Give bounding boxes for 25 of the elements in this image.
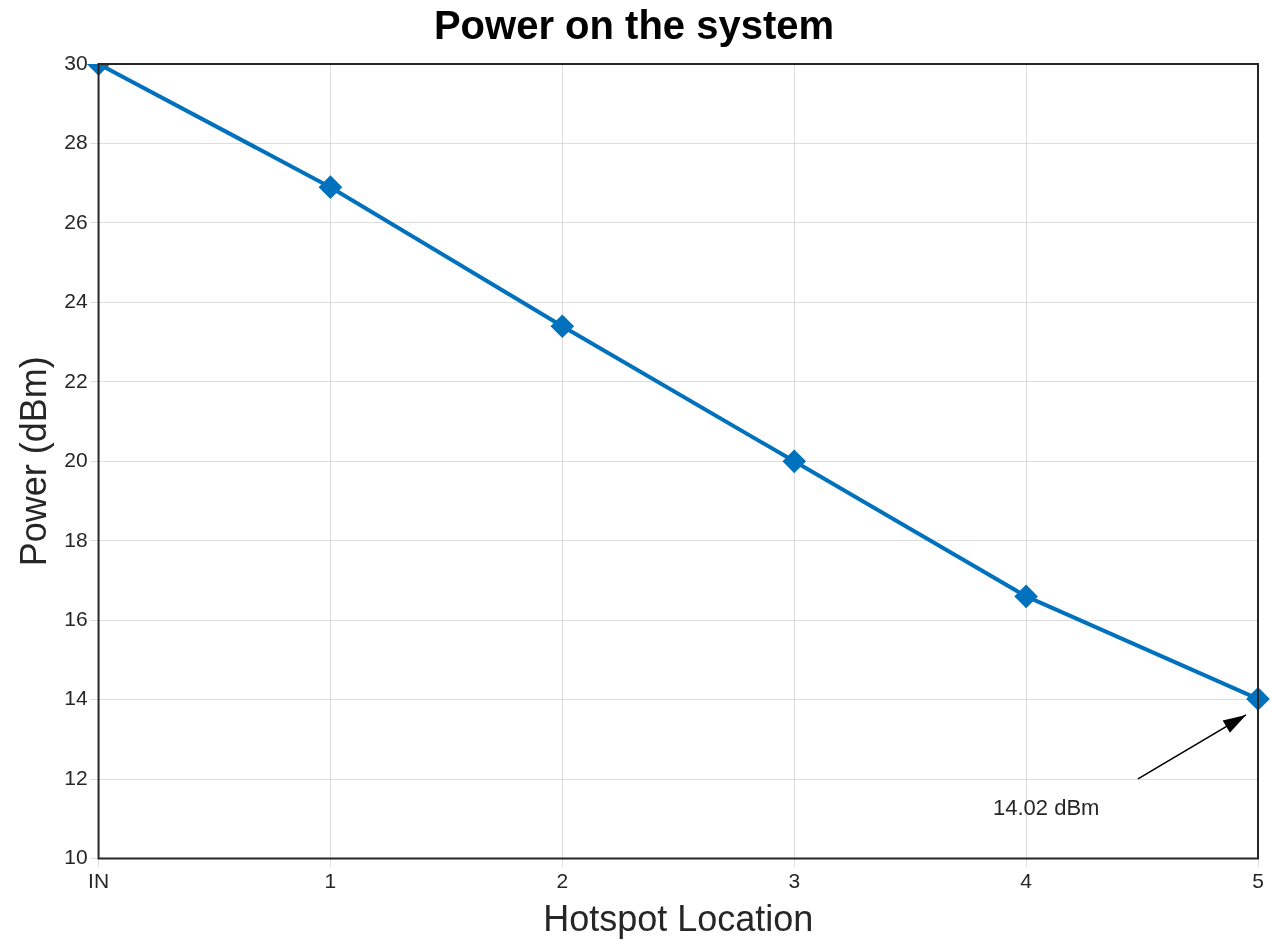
y-tick-label: 26 xyxy=(64,209,88,233)
y-tick-label: 18 xyxy=(64,527,88,551)
chart-title: Power on the system xyxy=(433,3,835,48)
y-tick-label: 28 xyxy=(64,130,88,154)
x-tick-label: IN xyxy=(88,869,110,892)
x-tick-label: 1 xyxy=(324,869,337,892)
y-tick-label: 12 xyxy=(64,765,88,789)
x-tick-label: 3 xyxy=(788,869,801,892)
x-tick-label: 5 xyxy=(1252,869,1264,892)
x-tick-label: 2 xyxy=(556,869,569,892)
x-tick-label: 4 xyxy=(1020,869,1033,892)
y-tick-label: 10 xyxy=(64,845,88,869)
y-tick-label: 24 xyxy=(64,289,88,313)
y-tick-label: 14 xyxy=(64,686,88,710)
y-tick-label: 22 xyxy=(64,368,88,392)
point xyxy=(1015,585,1038,608)
y-tick-label: 30 xyxy=(64,50,88,74)
y-axis-title: Power (dBm) xyxy=(12,356,54,567)
point xyxy=(783,450,806,473)
y-tick-label: 16 xyxy=(64,607,88,631)
point xyxy=(551,315,574,338)
annotation: 14.02 dBm xyxy=(993,794,1100,820)
point xyxy=(319,176,342,199)
y-tick-label: 20 xyxy=(64,448,88,472)
x-axis-title: Hotspot Location xyxy=(543,898,814,940)
